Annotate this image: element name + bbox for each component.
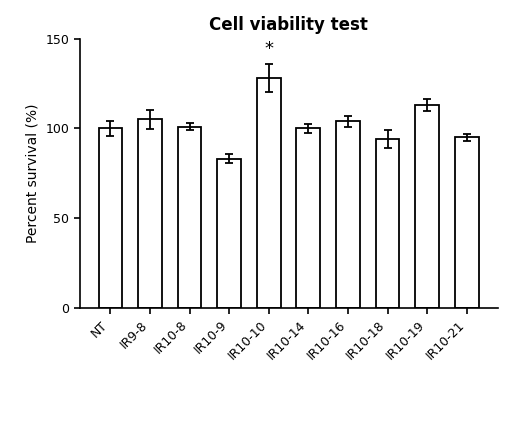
Bar: [138, 119, 162, 308]
Text: *: *: [264, 40, 273, 58]
Bar: [257, 78, 281, 308]
Title: Cell viability test: Cell viability test: [209, 16, 368, 34]
Bar: [297, 128, 320, 308]
Bar: [455, 137, 479, 308]
Bar: [376, 139, 400, 308]
Bar: [336, 121, 360, 308]
Bar: [415, 105, 439, 308]
Bar: [218, 159, 241, 308]
Y-axis label: Percent survival (%): Percent survival (%): [26, 104, 40, 243]
Bar: [98, 128, 122, 308]
Bar: [177, 127, 202, 308]
